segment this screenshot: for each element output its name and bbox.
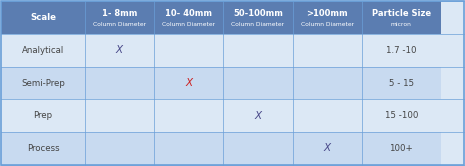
FancyBboxPatch shape: [223, 34, 292, 67]
FancyBboxPatch shape: [292, 99, 362, 132]
FancyBboxPatch shape: [223, 67, 292, 99]
Text: >100mm: >100mm: [306, 9, 348, 18]
Text: 10- 40mm: 10- 40mm: [165, 9, 212, 18]
Text: Column Diameter: Column Diameter: [162, 22, 215, 27]
FancyBboxPatch shape: [292, 1, 362, 34]
Text: X: X: [254, 111, 261, 121]
FancyBboxPatch shape: [85, 1, 154, 34]
FancyBboxPatch shape: [1, 1, 85, 34]
Text: 100+: 100+: [389, 144, 413, 153]
FancyBboxPatch shape: [292, 34, 362, 67]
FancyBboxPatch shape: [292, 132, 362, 165]
Text: X: X: [185, 78, 192, 88]
FancyBboxPatch shape: [85, 34, 154, 67]
FancyBboxPatch shape: [1, 132, 85, 165]
Text: X: X: [116, 45, 123, 55]
FancyBboxPatch shape: [154, 1, 223, 34]
Text: 1.7 -10: 1.7 -10: [386, 46, 417, 55]
FancyBboxPatch shape: [1, 99, 85, 132]
Text: Particle Size: Particle Size: [372, 9, 431, 18]
Text: 5 - 15: 5 - 15: [389, 79, 414, 87]
FancyBboxPatch shape: [362, 1, 440, 34]
FancyBboxPatch shape: [362, 34, 440, 67]
Text: X: X: [324, 143, 331, 153]
FancyBboxPatch shape: [154, 99, 223, 132]
Text: Analytical: Analytical: [22, 46, 64, 55]
Text: Scale: Scale: [30, 13, 56, 22]
FancyBboxPatch shape: [1, 67, 85, 99]
Text: Column Diameter: Column Diameter: [232, 22, 285, 27]
FancyBboxPatch shape: [362, 132, 440, 165]
FancyBboxPatch shape: [362, 67, 440, 99]
Text: 15 -100: 15 -100: [385, 111, 418, 120]
FancyBboxPatch shape: [223, 99, 292, 132]
Text: Column Diameter: Column Diameter: [93, 22, 146, 27]
FancyBboxPatch shape: [292, 67, 362, 99]
Text: micron: micron: [391, 22, 412, 27]
FancyBboxPatch shape: [223, 132, 292, 165]
FancyBboxPatch shape: [362, 99, 440, 132]
FancyBboxPatch shape: [223, 1, 292, 34]
Text: Semi-Prep: Semi-Prep: [21, 79, 65, 87]
FancyBboxPatch shape: [154, 132, 223, 165]
FancyBboxPatch shape: [1, 34, 85, 67]
FancyBboxPatch shape: [85, 99, 154, 132]
Text: 1- 8mm: 1- 8mm: [101, 9, 137, 18]
FancyBboxPatch shape: [85, 132, 154, 165]
FancyBboxPatch shape: [154, 67, 223, 99]
Text: Prep: Prep: [33, 111, 53, 120]
Text: Column Diameter: Column Diameter: [301, 22, 354, 27]
Text: Process: Process: [27, 144, 60, 153]
FancyBboxPatch shape: [154, 34, 223, 67]
Text: 50-100mm: 50-100mm: [233, 9, 283, 18]
FancyBboxPatch shape: [85, 67, 154, 99]
